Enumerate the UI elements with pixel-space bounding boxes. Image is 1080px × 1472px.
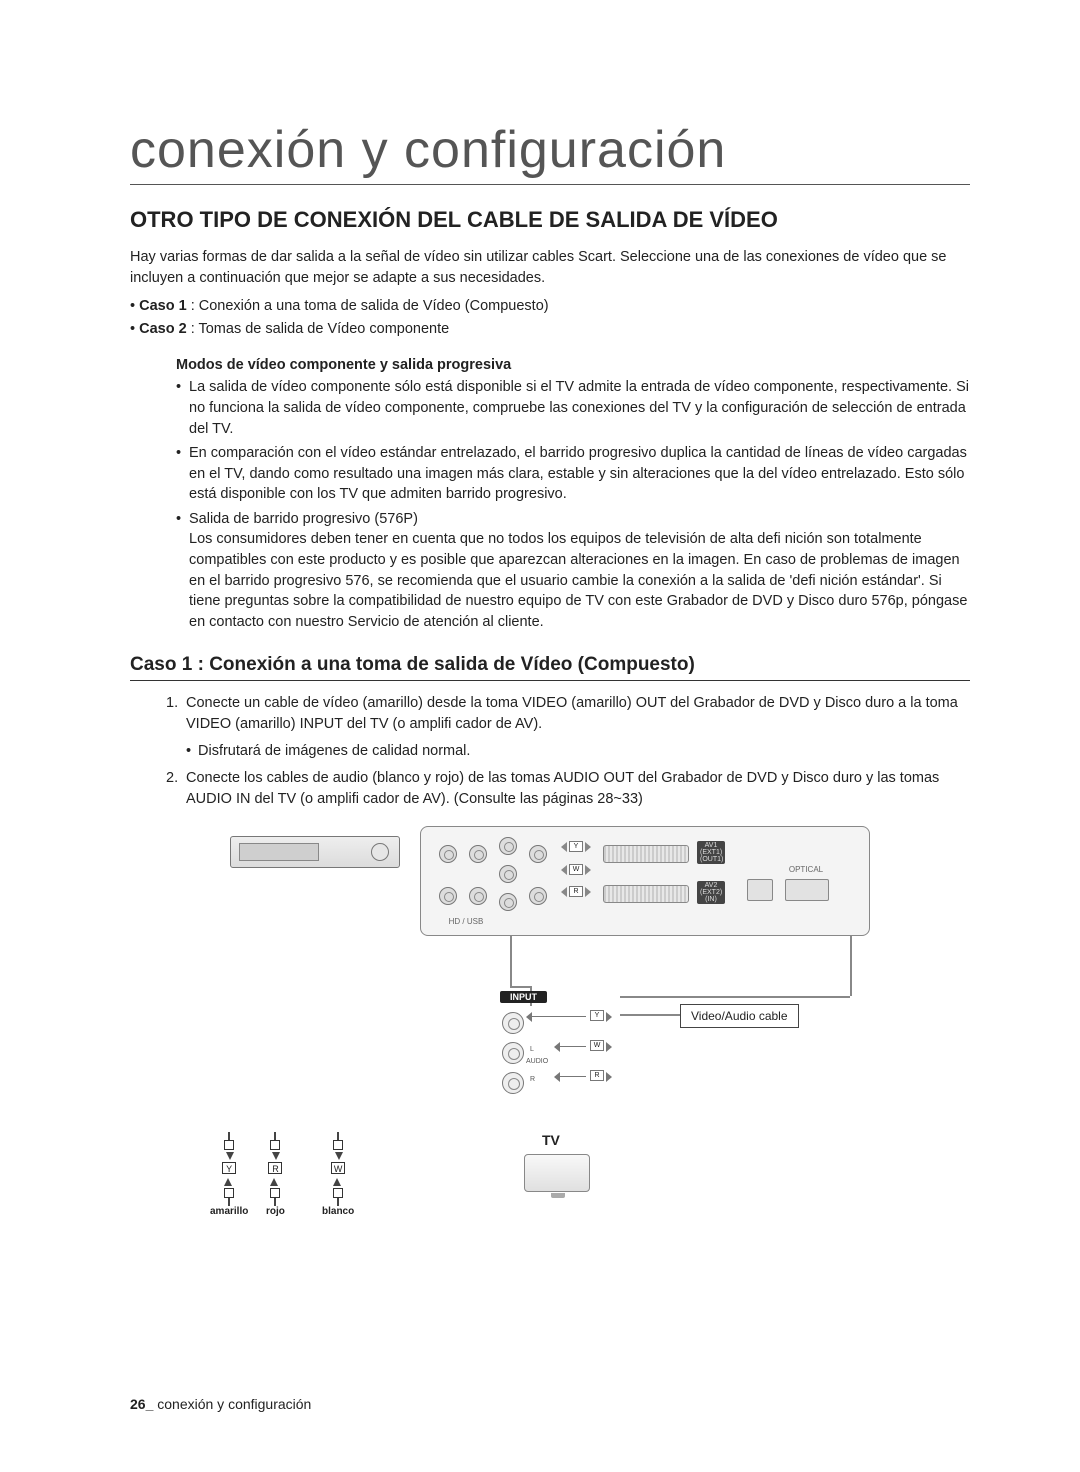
case-item-1: Caso 1 : Conexión a una toma de salida d… [130,295,970,318]
step-1: 1.Conecte un cable de vídeo (amarillo) d… [166,693,970,735]
page-footer: 26_ conexión y configuración [130,1396,311,1412]
modes-item: En comparación con el vídeo estándar ent… [176,443,970,505]
audio-r-label: R [530,1076,535,1083]
input-label: INPUT [500,991,547,1003]
legend-yellow: Y amarillo [210,1132,248,1217]
av2-label: AV2 (EXT2) (IN) [697,881,725,904]
case1-heading: Caso 1 : Conexión a una toma de salida d… [130,654,970,681]
audio-l-label: L [530,1046,534,1053]
step-2: 2.Conecte los cables de audio (blanco y … [166,768,970,810]
modes-heading: Modos de vídeo componente y salida progr… [176,357,970,373]
modes-list: La salida de vídeo componente sólo está … [176,377,970,632]
legend-red: R rojo [266,1132,285,1217]
modes-item: Salida de barrido progresivo (576P) Los … [176,509,970,632]
case-list: Caso 1 : Conexión a una toma de salida d… [130,295,970,341]
av1-label: AV1 (EXT1) (OUT1) [697,841,725,864]
legend-white: W blanco [322,1132,354,1217]
intro-paragraph: Hay varias formas de dar salida a la señ… [130,247,970,289]
step-1-sub: Disfrutará de imágenes de calidad normal… [166,741,970,762]
steps-list: 1.Conecte un cable de vídeo (amarillo) d… [166,693,970,810]
hdmi-label: HD / USB [441,917,491,926]
cable-label: Video/Audio cable [680,1004,799,1028]
tv-icon [524,1154,590,1192]
tv-label: TV [542,1132,560,1148]
optical-label: OPTICAL [781,865,831,874]
modes-item: La salida de vídeo componente sólo está … [176,377,970,439]
connection-diagram: Y W R AV1 (EXT1) (OUT1) AV2 (EXT2) (IN) … [230,836,870,1216]
recorder-front-icon [230,836,400,868]
r-badge: R [569,886,583,897]
case-item-2: Caso 2 : Tomas de salida de Vídeo compon… [130,318,970,341]
audio-label: AUDIO [526,1058,548,1065]
document-title: conexión y configuración [130,120,970,185]
recorder-back-panel: Y W R AV1 (EXT1) (OUT1) AV2 (EXT2) (IN) … [420,826,870,936]
w-badge: W [569,864,583,875]
section-heading: OTRO TIPO DE CONEXIÓN DEL CABLE DE SALID… [130,207,970,233]
y-badge: Y [569,841,583,852]
